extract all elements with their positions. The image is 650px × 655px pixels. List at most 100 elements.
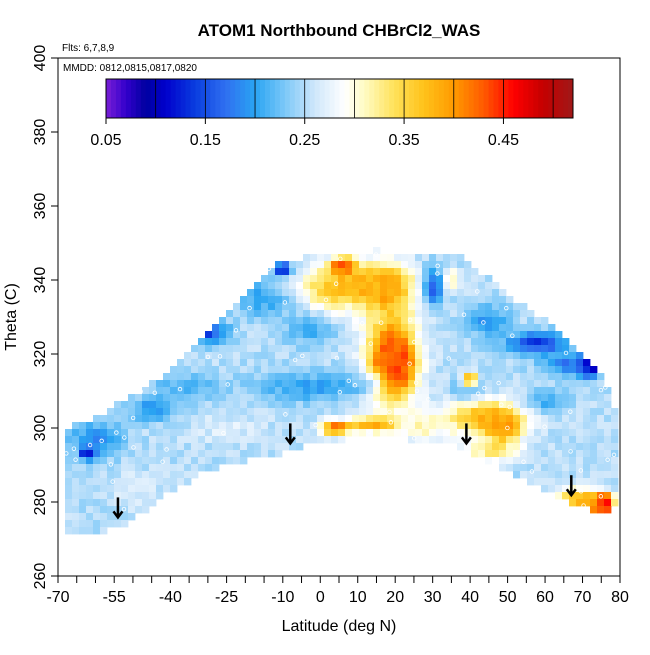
heatmap-cell [485, 359, 493, 367]
heatmap-cell [534, 359, 542, 367]
heatmap-cell [282, 331, 290, 339]
heatmap-cell [401, 366, 409, 374]
heatmap-cell [555, 485, 563, 493]
heatmap-cell [240, 345, 248, 353]
colorbar-swatch [160, 79, 167, 118]
heatmap-cell [303, 310, 311, 318]
heatmap-cell [317, 415, 325, 423]
x-tick-label: -55 [103, 589, 126, 606]
heatmap-cell [499, 380, 507, 388]
colorbar-swatch [235, 79, 241, 118]
heatmap-cell [247, 387, 255, 395]
heatmap-cell [261, 359, 269, 367]
heatmap-cell [93, 422, 101, 430]
colorbar-swatch [349, 79, 355, 118]
heatmap-cell [394, 373, 402, 381]
heatmap-cell [128, 492, 136, 500]
heatmap-cell [387, 254, 395, 262]
heatmap-cell [289, 429, 297, 437]
heatmap-cell [408, 345, 416, 353]
heatmap-cell [303, 436, 311, 444]
heatmap-cell [387, 394, 395, 402]
heatmap-cell [268, 338, 276, 346]
heatmap-cell [485, 408, 493, 416]
heatmap-cell [338, 415, 346, 423]
heatmap-cell [121, 492, 129, 500]
heatmap-cell [121, 513, 129, 521]
heatmap-cell [233, 457, 241, 465]
heatmap-cell [226, 338, 234, 346]
heatmap-cell [296, 422, 304, 430]
heatmap-cell [289, 289, 297, 297]
heatmap-cell [583, 422, 591, 430]
heatmap-cell [261, 338, 269, 346]
colorbar-swatch [314, 79, 321, 118]
observation-marker [99, 438, 104, 444]
colorbar-swatch [106, 79, 112, 118]
heatmap-cell [79, 506, 87, 514]
heatmap-cell [380, 429, 388, 437]
heatmap-cell [289, 303, 297, 311]
heatmap-cell [366, 289, 374, 297]
heatmap-cell [450, 429, 458, 437]
heatmap-cell [261, 387, 269, 395]
heatmap-cell [114, 401, 122, 409]
heatmap-cell [450, 338, 458, 346]
heatmap-cell [240, 415, 248, 423]
heatmap-cell [513, 303, 521, 311]
heatmap-cell [597, 492, 605, 500]
heatmap-cell [100, 492, 108, 500]
heatmap-cell [135, 394, 143, 402]
heatmap-cell [436, 303, 444, 311]
heatmap-cell [296, 268, 304, 276]
heatmap-cell [345, 338, 353, 346]
heatmap-cell [317, 366, 325, 374]
heatmap-cell [184, 401, 192, 409]
heatmap-cell [317, 303, 325, 311]
heatmap-cell [205, 464, 213, 472]
heatmap-cell [569, 485, 577, 493]
heatmap-cell [387, 373, 395, 381]
heatmap-cell [296, 296, 304, 304]
heatmap-cell [261, 450, 269, 458]
heatmap-cell [541, 485, 549, 493]
heatmap-cell [422, 387, 430, 395]
heatmap-cell [380, 296, 388, 304]
heatmap-cell [604, 464, 612, 472]
heatmap-cell [422, 310, 430, 318]
heatmap-cell [128, 457, 136, 465]
colorbar-swatch [463, 79, 470, 118]
heatmap-cell [415, 366, 423, 374]
heatmap-cell [331, 317, 339, 325]
heatmap-cell [324, 415, 332, 423]
heatmap-cell [212, 373, 220, 381]
heatmap-cell [149, 443, 157, 451]
heatmap-cell [275, 275, 283, 283]
heatmap-cell [548, 443, 556, 451]
colorbar-swatch [304, 79, 311, 118]
heatmap-cell [541, 429, 549, 437]
heatmap-cell [548, 429, 556, 437]
colorbar-swatch [354, 79, 360, 118]
x-tick-label: 70 [574, 589, 592, 606]
heatmap-cell [541, 408, 549, 416]
heatmap-cell [268, 310, 276, 318]
heatmap-cell [583, 380, 591, 388]
heatmap-cell [555, 394, 563, 402]
heatmap-cell [464, 366, 472, 374]
heatmap-cell [506, 408, 514, 416]
heatmap-cell [520, 415, 528, 423]
chart-title: ATOM1 Northbound CHBrCl2_WAS [198, 21, 481, 40]
heatmap-cell [261, 422, 269, 430]
heatmap-cell [541, 471, 549, 479]
heatmap-cell [233, 324, 241, 332]
heatmap-cell [324, 310, 332, 318]
heatmap-cell [338, 282, 346, 290]
heatmap-cell [422, 366, 430, 374]
colorbar-swatch [443, 79, 450, 118]
heatmap-cell [569, 499, 577, 507]
heatmap-cell [289, 317, 297, 325]
heatmap-cell [254, 366, 262, 374]
heatmap-cell [121, 457, 129, 465]
heatmap-cell [590, 506, 598, 514]
